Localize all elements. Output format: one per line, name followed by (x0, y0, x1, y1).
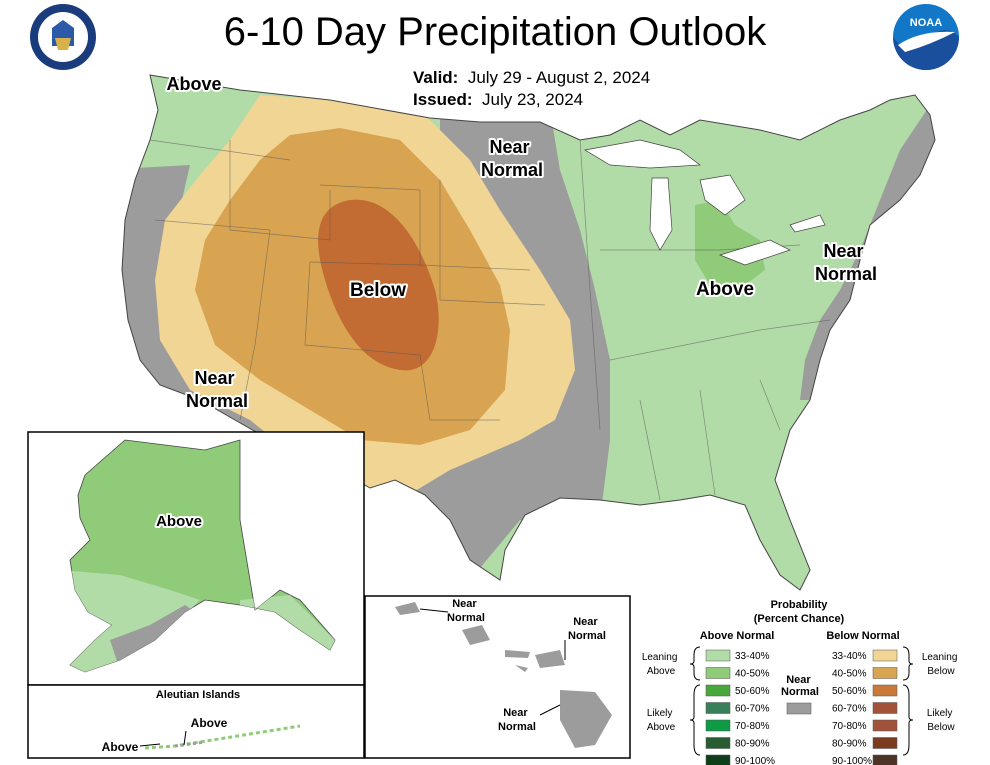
hawaii-nn2-line2: Normal (568, 630, 606, 642)
legend-below-swatch (872, 702, 898, 714)
legend-below-value: 70-80% (832, 721, 867, 732)
legend-above-swatch (705, 667, 731, 679)
legend-above-value: 33-40% (735, 651, 770, 662)
above-nw-label: Above (166, 74, 221, 94)
hawaii-near-normal-1: Near Normal (447, 598, 485, 624)
conus-map (121, 74, 936, 591)
legend-above-swatch (705, 649, 731, 662)
legend-below-value: 40-50% (832, 669, 867, 680)
above-east-label: Above (696, 279, 754, 300)
valid-value: July 29 - August 2, 2024 (467, 68, 651, 87)
legend-below-value: 80-90% (832, 739, 867, 750)
issued-date: Issued: July 23, 2024 (413, 90, 583, 110)
legend-above-value: 40-50% (735, 669, 770, 680)
hawaii-inset: Near Normal Near Normal Near Normal (364, 595, 631, 759)
hawaii-nn1-line1: Near (452, 598, 477, 610)
issued-label: Issued: (413, 90, 473, 109)
near-normal-north-line2: Normal (481, 160, 543, 180)
near-normal-sw-line1: Near (194, 368, 234, 388)
near-normal-ne-label: Near Normal (815, 241, 877, 284)
legend-below-value: 50-60% (832, 686, 867, 697)
likely-below-line1: Likely (927, 708, 953, 719)
legend-below-header: Below Normal (826, 630, 899, 642)
legend-below-swatch (872, 737, 898, 749)
aleutian-inset: Aleutian Islands Above Above (27, 684, 365, 759)
legend-above-swatch (705, 702, 731, 714)
legend-below-value: 90-100% (832, 756, 872, 765)
near-normal-north-line1: Near (489, 137, 529, 157)
legend-below-swatch (872, 667, 898, 679)
legend-above-value: 50-60% (735, 686, 770, 697)
aleutian-above-label-1: Above (191, 716, 228, 730)
legend-below-swatch (872, 754, 898, 765)
alaska-inset: Above (27, 431, 365, 686)
legend-below-swatch (872, 649, 898, 662)
legend-above-header: Above Normal (700, 630, 775, 642)
legend-near-normal: Near Normal (781, 674, 819, 698)
legend-title-1: Probability (771, 599, 829, 611)
near-normal-ne-line2: Normal (815, 264, 877, 284)
hawaii-nn3-line2: Normal (498, 721, 536, 733)
hawaii-near-normal-3: Near Normal (498, 707, 536, 733)
map-title: 6-10 Day Precipitation Outlook (223, 10, 767, 54)
legend-below-rows: 33-40% 40-50% 50-60% 60-70% 70-80% 80-90% 90-1… (832, 649, 898, 765)
alaska-above-label: Above (156, 513, 202, 530)
hawaii-nn2-line1: Near (573, 616, 598, 628)
legend-above-value: 90-100% (735, 756, 775, 765)
legend-above-swatch (705, 754, 731, 765)
legend-above-value: 70-80% (735, 721, 770, 732)
valid-label: Valid: (413, 68, 459, 87)
legend-likely-below: Likely Below (927, 708, 956, 733)
near-normal-sw-line2: Normal (186, 391, 248, 411)
aleutian-above-label-2: Above (102, 740, 139, 754)
legend-leaning-below: Leaning Below (922, 652, 960, 677)
legend-above-swatch (705, 684, 731, 697)
issued-value: July 23, 2024 (481, 90, 584, 109)
likely-below-line2: Below (927, 722, 955, 733)
hawaii-nn3-line1: Near (503, 707, 528, 719)
leaning-below-line1: Leaning (922, 652, 958, 663)
probability-legend: Probability (Percent Chance) Above Norma… (642, 599, 960, 765)
great-lakes (584, 139, 826, 266)
valid-dates: Valid: July 29 - August 2, 2024 (413, 68, 650, 88)
legend-below-swatch (872, 719, 898, 732)
commerce-seal-icon (30, 4, 96, 70)
legend-below-value: 60-70% (832, 704, 867, 715)
legend-likely-above: Likely Above (647, 708, 676, 733)
leaning-above-line2: Above (647, 666, 676, 677)
legend-below-value: 33-40% (832, 651, 867, 662)
below-center-label: Below (350, 280, 406, 301)
likely-above-line2: Above (647, 722, 676, 733)
likely-above-line1: Likely (647, 708, 673, 719)
legend-leaning-above: Leaning Above (642, 652, 680, 677)
legend-title-2: (Percent Chance) (754, 613, 845, 625)
leaning-above-line1: Leaning (642, 652, 678, 663)
svg-text:NOAA: NOAA (910, 17, 942, 29)
legend-above-rows: 33-40% 40-50% 50-60% 60-70% 70-80% 80-90% 90-1… (705, 649, 775, 765)
leaning-below-line2: Below (927, 666, 955, 677)
aleutian-title: Aleutian Islands (156, 689, 240, 701)
legend-near-normal-swatch (786, 702, 812, 715)
noaa-logo-icon: NOAA (893, 4, 959, 71)
near-normal-legend-line1: Near (786, 674, 811, 686)
near-normal-sw-label: Near Normal (186, 368, 248, 411)
legend-above-value: 60-70% (735, 704, 770, 715)
near-normal-north-label: Near Normal (481, 137, 543, 180)
near-normal-legend-line2: Normal (781, 686, 819, 698)
legend-below-swatch (872, 684, 898, 697)
legend-above-value: 80-90% (735, 739, 770, 750)
near-normal-ne-line1: Near (823, 241, 863, 261)
hawaii-nn1-line2: Normal (447, 612, 485, 624)
legend-above-swatch (705, 719, 731, 732)
hawaii-near-normal-2: Near Normal (568, 616, 606, 642)
legend-above-swatch (705, 737, 731, 749)
